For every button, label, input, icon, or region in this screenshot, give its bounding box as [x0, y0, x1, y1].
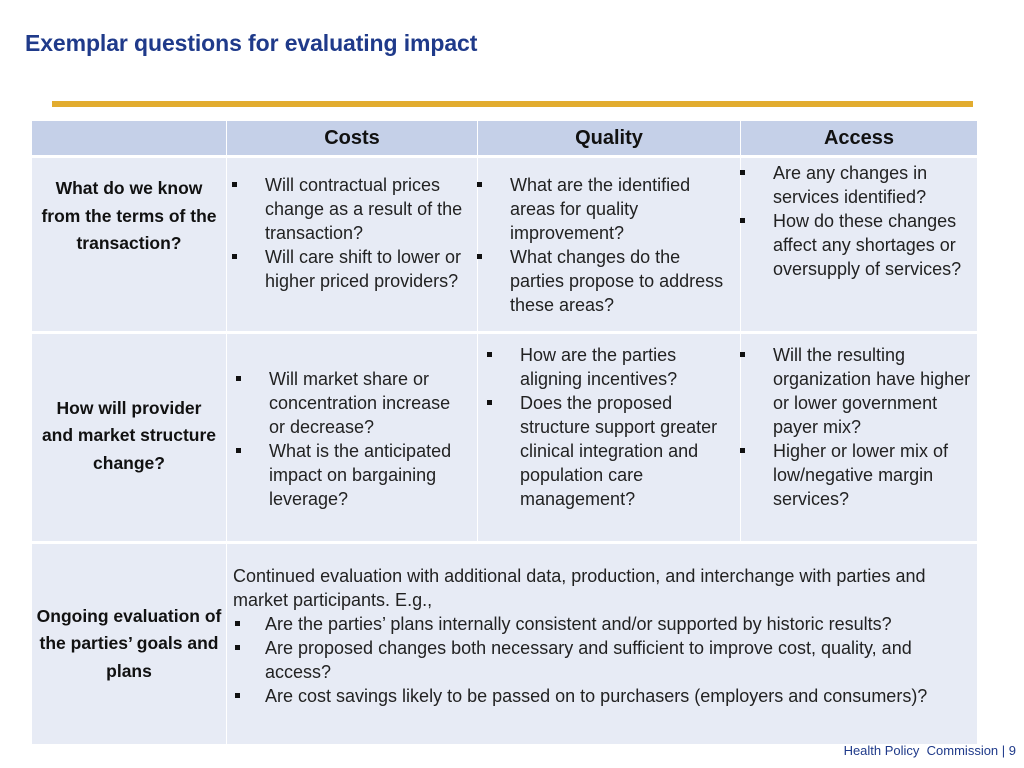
column-header-quality: Quality — [478, 121, 740, 155]
bullet-item: How are the parties aligning incentives? — [487, 343, 726, 391]
row-header-market-structure: How will provider and market structure c… — [32, 334, 226, 541]
slide-title: Exemplar questions for evaluating impact — [25, 30, 478, 56]
bullet-item: Will contractual prices change as a resu… — [232, 173, 469, 245]
cell-structure-costs: Will market share or concentration incre… — [227, 334, 477, 541]
cell-structure-access: Will the resulting organization have hig… — [740, 334, 977, 541]
ongoing-intro-text: Continued evaluation with additional dat… — [233, 566, 926, 610]
column-header-costs: Costs — [227, 121, 477, 155]
bullet-item: Will the resulting organization have hig… — [740, 343, 973, 439]
bullet-item: What is the anticipated impact on bargai… — [236, 439, 469, 511]
bullet-item: Higher or lower mix of low/negative marg… — [740, 439, 973, 511]
title-accent-rule — [52, 101, 973, 107]
cell-terms-access: Are any changes in services identified? … — [740, 158, 977, 331]
bullet-item: How do these changes affect any shortage… — [740, 211, 962, 279]
row-header-transaction-terms: What do we know from the terms of the tr… — [32, 158, 226, 331]
bullet-item: Are any changes in services identified? — [740, 161, 963, 209]
column-header-access: Access — [741, 121, 977, 155]
bullet-item: Are the parties’ plans internally consis… — [235, 612, 967, 636]
bullet-item: What are the identified areas for qualit… — [477, 173, 732, 245]
cell-structure-quality: How are the parties aligning incentives?… — [478, 334, 740, 541]
cell-terms-quality: What are the identified areas for qualit… — [477, 158, 740, 331]
bullet-item: Will market share or concentration incre… — [236, 367, 469, 439]
bullet-item: Are cost savings likely to be passed on … — [235, 684, 967, 708]
footer-source-page: Health Policy Commission | 9 — [843, 743, 1016, 758]
cell-ongoing-evaluation: Continued evaluation with additional dat… — [227, 544, 977, 744]
bullet-item: What changes do the parties propose to a… — [477, 245, 732, 317]
bullet-item: Will care shift to lower or higher price… — [232, 245, 469, 293]
row-header-ongoing-evaluation: Ongoing evaluation of the parties’ goals… — [32, 544, 226, 744]
bullet-item: Does the proposed structure support grea… — [487, 391, 726, 511]
table-header-corner — [32, 121, 226, 155]
bullet-item: Are proposed changes both necessary and … — [235, 636, 967, 684]
evaluation-table: Costs Quality Access What do we know fro… — [32, 121, 977, 744]
cell-terms-costs: Will contractual prices change as a resu… — [227, 158, 477, 331]
